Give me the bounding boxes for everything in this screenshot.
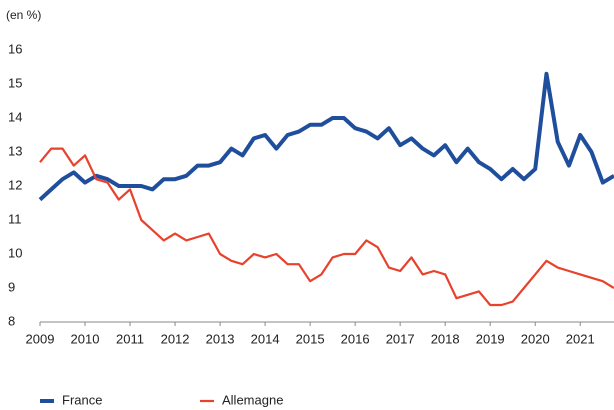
x-tick-label: 2013 — [206, 331, 235, 346]
y-tick-label: 10 — [8, 245, 22, 260]
x-tick-label: 2018 — [431, 331, 460, 346]
legend-label: Allemagne — [222, 392, 283, 407]
x-tick-label: 2010 — [71, 331, 100, 346]
x-tick-label: 2015 — [296, 331, 325, 346]
y-tick-label: 16 — [8, 41, 22, 56]
series-line — [38, 71, 614, 202]
x-tick-label: 2016 — [341, 331, 370, 346]
legend-label: France — [62, 392, 102, 407]
y-tick-label: 13 — [8, 143, 22, 158]
y-tick-label: 12 — [8, 177, 22, 192]
x-tick-label: 2009 — [26, 331, 55, 346]
x-tick-label: 2012 — [161, 331, 190, 346]
x-tick-label: 2014 — [251, 331, 280, 346]
x-tick-label: 2021 — [566, 331, 595, 346]
y-tick-label: 11 — [8, 211, 22, 226]
y-tick-label: 9 — [8, 279, 15, 294]
x-tick-label: 2011 — [116, 331, 144, 346]
y-tick-label: 14 — [8, 109, 22, 124]
x-tick-label: 2017 — [386, 331, 415, 346]
x-tick-label: 2019 — [476, 331, 505, 346]
y-tick-label: 15 — [8, 75, 22, 90]
subtitle: (en %) — [6, 8, 41, 22]
x-tick-label: 2020 — [521, 331, 550, 346]
series-line — [39, 147, 614, 307]
y-tick-label: 8 — [8, 313, 15, 328]
